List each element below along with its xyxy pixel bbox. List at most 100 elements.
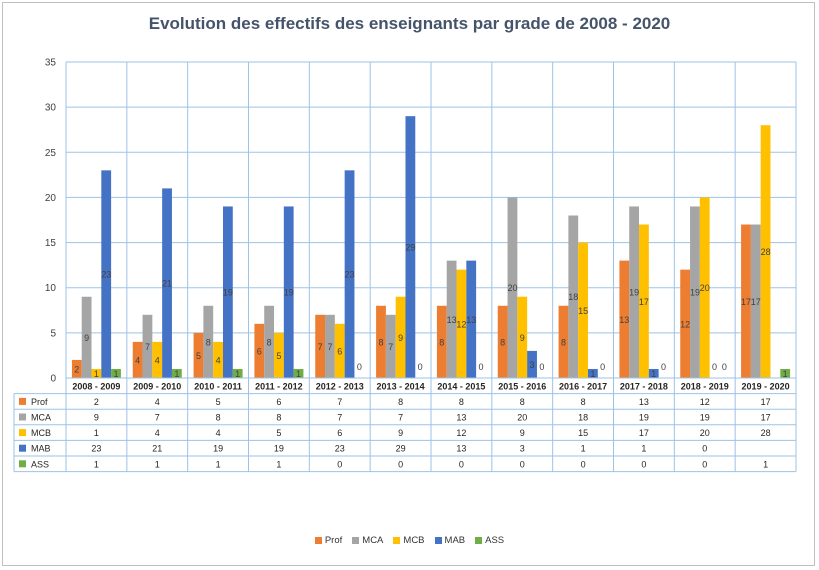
table-series-name: Prof xyxy=(31,397,48,407)
x-tick-label: 2010 - 2011 xyxy=(194,381,242,391)
table-cell: 6 xyxy=(276,397,281,407)
table-series-name: MCB xyxy=(31,428,51,438)
table-cell: 13 xyxy=(639,397,649,407)
legend-label: MCA xyxy=(362,535,384,546)
legend-item: MCB xyxy=(393,535,425,546)
table-cell: 9 xyxy=(94,413,99,423)
legend-item: MAB xyxy=(434,535,466,546)
table-cell: 17 xyxy=(761,413,771,423)
y-tick-label: 0 xyxy=(50,374,56,385)
bar-prof xyxy=(132,341,143,378)
table-cell: 9 xyxy=(398,428,403,438)
x-tick-label: 2016 - 2017 xyxy=(559,381,607,391)
bar-prof xyxy=(619,260,630,378)
x-tick-label: 2009 - 2010 xyxy=(133,381,181,391)
y-tick-label: 15 xyxy=(45,238,57,249)
table-cell: 19 xyxy=(213,444,223,454)
table-cell: 0 xyxy=(702,459,707,469)
bar-mab xyxy=(162,188,172,378)
bar-prof xyxy=(315,314,326,378)
data-label: 17 xyxy=(741,297,751,307)
table-cell: 9 xyxy=(520,428,525,438)
data-label: 5 xyxy=(276,351,281,361)
table-cell: 1 xyxy=(276,459,281,469)
table-cell: 7 xyxy=(398,413,403,423)
data-label: 9 xyxy=(398,333,403,343)
data-label: 7 xyxy=(388,342,393,352)
chart-title: Evolution des effectifs des enseignants … xyxy=(148,14,671,33)
bar-prof xyxy=(558,305,569,378)
bar-mcb xyxy=(395,296,406,378)
data-label: 7 xyxy=(145,342,150,352)
data-label: 23 xyxy=(345,270,355,280)
table-legend-key xyxy=(19,397,26,405)
data-label: 4 xyxy=(216,355,221,365)
table-cell: 1 xyxy=(581,444,586,454)
data-label: 19 xyxy=(284,288,294,298)
table-cell: 1 xyxy=(641,444,646,454)
bar-mcb xyxy=(334,323,345,378)
table-cell: 23 xyxy=(91,444,101,454)
table-cell: 7 xyxy=(155,413,160,423)
table-series-name: MCA xyxy=(31,413,51,423)
table-cell: 1 xyxy=(94,428,99,438)
bar-ass xyxy=(293,368,304,378)
data-label: 6 xyxy=(257,346,262,356)
bar-mab xyxy=(466,260,477,378)
table-cell: 17 xyxy=(761,397,771,407)
bar-ass xyxy=(111,368,121,378)
x-tick-label: 2014 - 2015 xyxy=(437,381,485,391)
bar-mab xyxy=(405,116,416,379)
bar-prof xyxy=(71,359,82,378)
bar-mca xyxy=(142,314,153,378)
data-label: 20 xyxy=(507,283,517,293)
legend-item: MCA xyxy=(352,535,383,546)
legend-label: MCB xyxy=(403,535,425,546)
data-label: 19 xyxy=(223,288,233,298)
chart-legend: Prof MCA MCB MAB ASS xyxy=(0,535,819,546)
data-label: 8 xyxy=(378,337,383,347)
data-label: 5 xyxy=(196,351,201,361)
data-label: 12 xyxy=(680,319,690,329)
data-label: 8 xyxy=(561,337,566,347)
bar-prof xyxy=(680,269,691,378)
table-cell: 6 xyxy=(337,428,342,438)
bar-mca xyxy=(264,305,275,378)
legend-swatch xyxy=(434,537,442,544)
bar-mcb xyxy=(760,125,771,378)
table-cell: 3 xyxy=(520,444,525,454)
x-tick-label: 2013 - 2014 xyxy=(377,381,425,391)
table-cell: 4 xyxy=(155,428,160,438)
bar-mca xyxy=(325,314,335,378)
x-tick-label: 2012 - 2013 xyxy=(316,381,364,391)
table-cell: 7 xyxy=(337,397,342,407)
bar-mcb xyxy=(639,224,649,378)
bar-prof xyxy=(254,323,265,378)
table-cell: 19 xyxy=(274,444,284,454)
bar-prof xyxy=(497,305,508,378)
bar-mca xyxy=(629,206,640,378)
bar-mca xyxy=(203,305,214,378)
data-label: 17 xyxy=(751,297,761,307)
bar-mab xyxy=(648,368,659,378)
data-label: 23 xyxy=(101,270,111,280)
bar-prof xyxy=(436,305,447,378)
bar-mab xyxy=(344,170,355,378)
bar-ass xyxy=(780,368,791,378)
bar-mab xyxy=(527,350,537,378)
y-tick-label: 10 xyxy=(45,283,57,294)
data-label: 1 xyxy=(651,369,656,379)
table-cell: 8 xyxy=(276,413,281,423)
table-cell: 29 xyxy=(396,444,406,454)
legend-label: MAB xyxy=(444,535,466,546)
table-cell: 13 xyxy=(456,444,466,454)
legend-swatch xyxy=(393,537,401,544)
table-cell: 7 xyxy=(337,413,342,423)
table-cell: 8 xyxy=(520,397,525,407)
bar-mcb xyxy=(213,341,223,378)
table-cell: 18 xyxy=(578,413,588,423)
table-cell: 20 xyxy=(517,413,527,423)
table-cell: 1 xyxy=(94,459,99,469)
table-cell: 0 xyxy=(337,459,342,469)
